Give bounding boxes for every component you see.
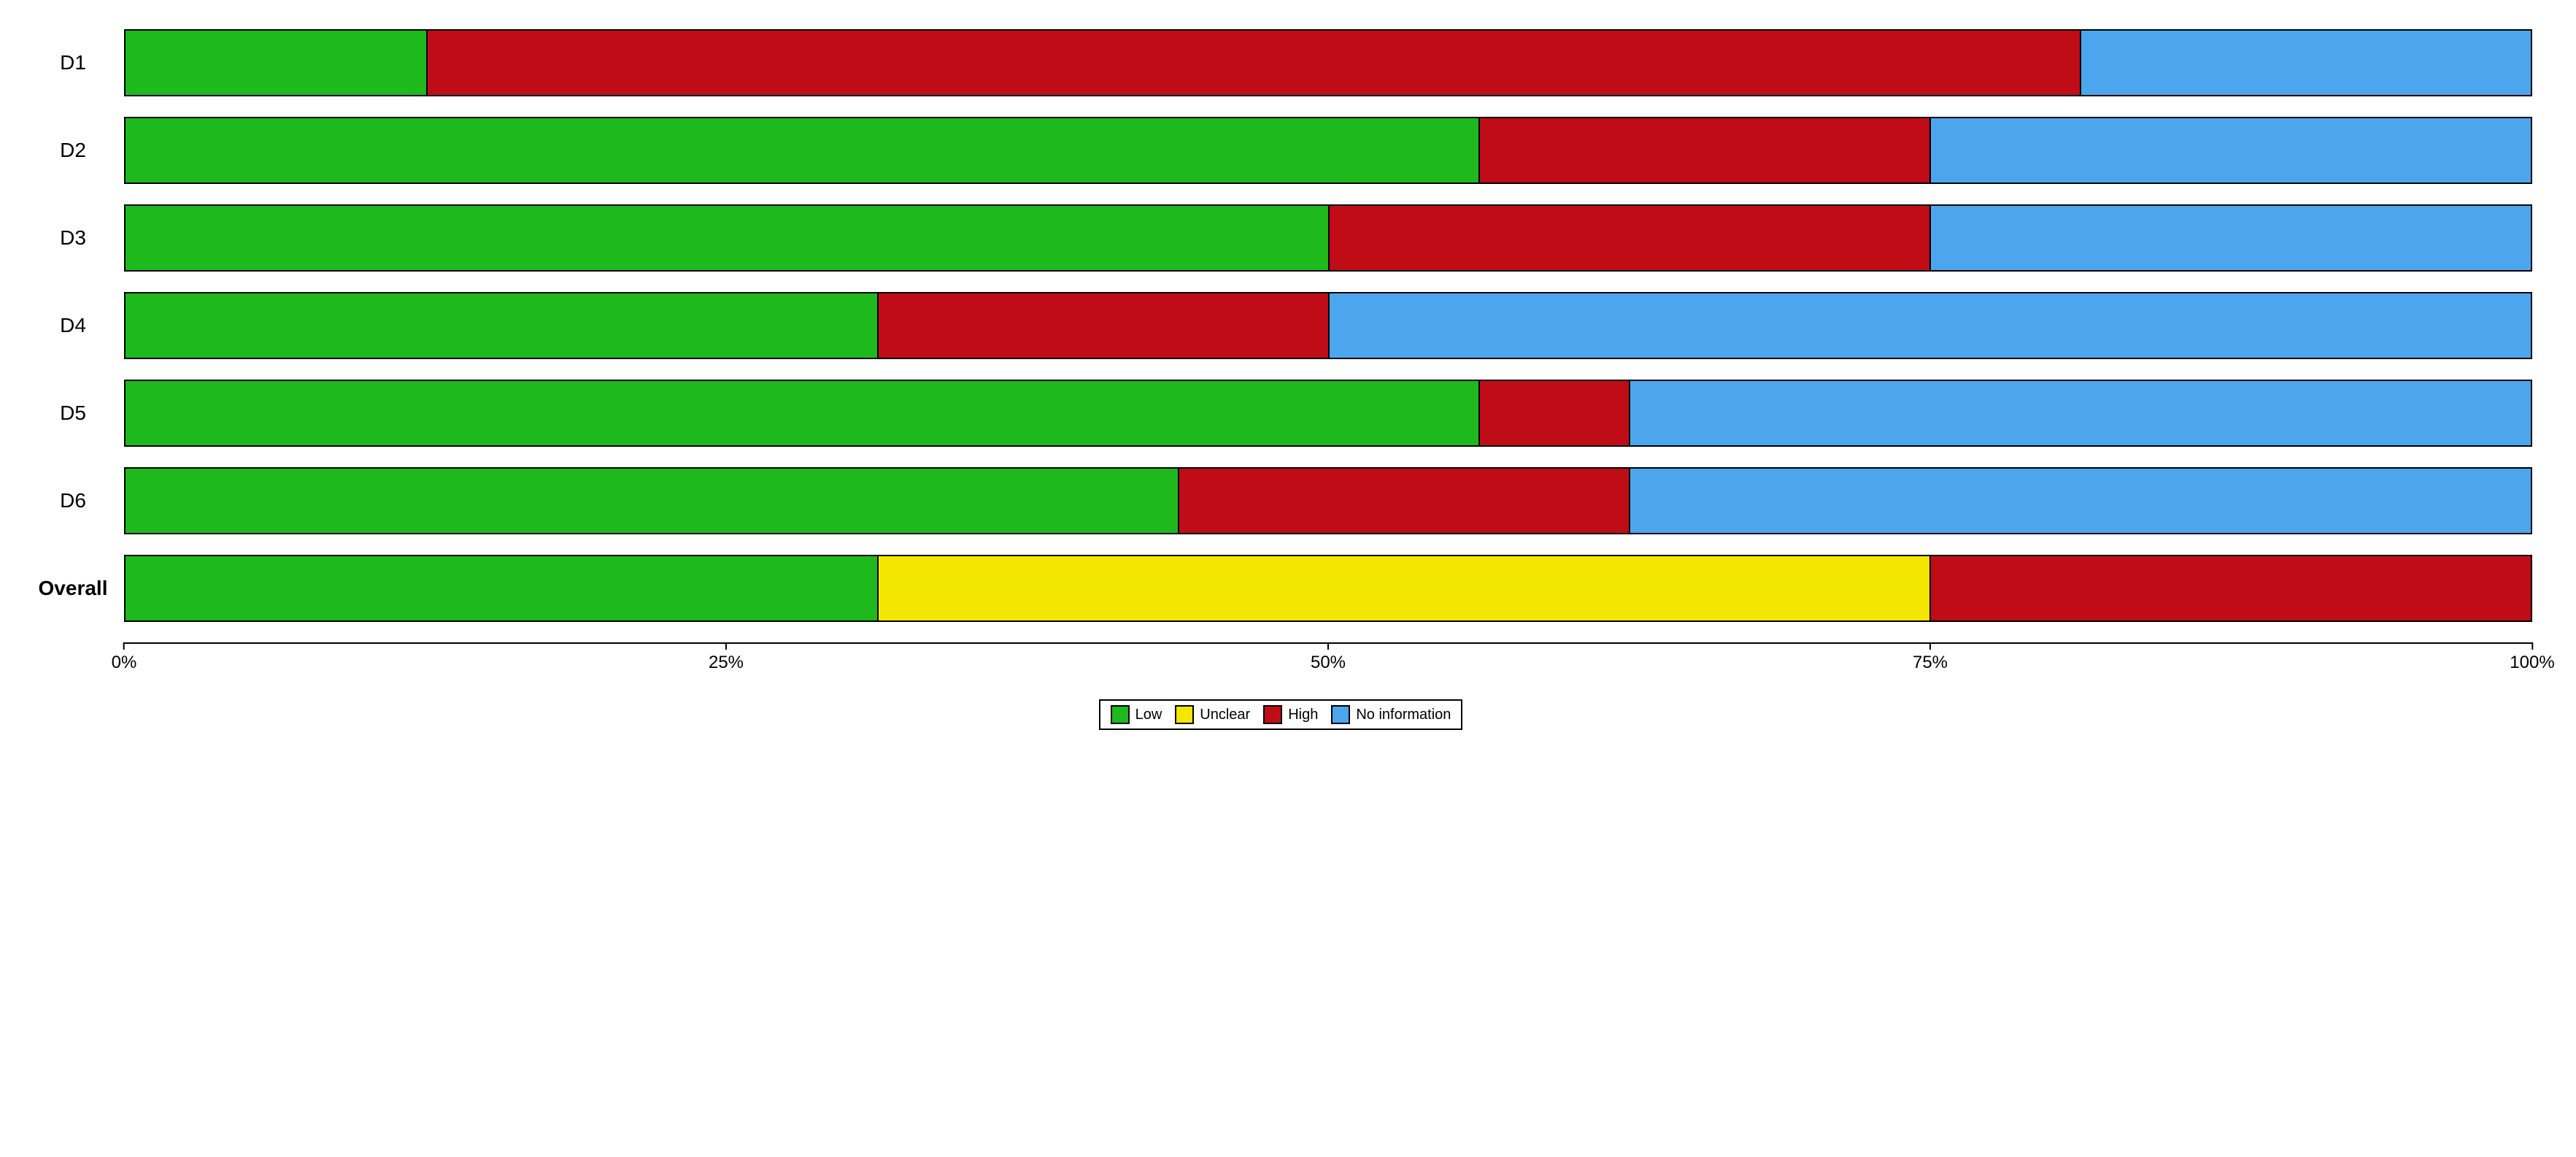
tick-mark <box>123 642 125 650</box>
bar-row: D4 <box>29 292 2532 359</box>
legend-item-unclear: Unclear <box>1175 705 1250 724</box>
tick-label: 25% <box>709 653 744 673</box>
bar-segment-noinfo <box>2080 31 2531 95</box>
bar-segment-low <box>126 381 1478 445</box>
tick-mark <box>2531 642 2533 650</box>
bar-segment-noinfo <box>1629 469 2531 533</box>
bar-segment-high <box>1328 206 1929 270</box>
bar-segment-high <box>426 31 2080 95</box>
legend-label: Unclear <box>1200 707 1250 723</box>
legend-box: Low Unclear High No information <box>1099 699 1463 730</box>
bar-segment-noinfo <box>1929 118 2531 182</box>
x-axis: 0%25%50%75%100% <box>124 642 2532 677</box>
bar-segment-low <box>126 31 426 95</box>
row-label: D6 <box>29 489 124 512</box>
row-label: D2 <box>29 139 124 162</box>
stacked-bar <box>124 292 2532 359</box>
legend-swatch <box>1175 705 1194 724</box>
bar-segment-high <box>877 293 1328 358</box>
bar-segment-high <box>1178 469 1629 533</box>
bar-segment-noinfo <box>1929 206 2531 270</box>
legend-item-low: Low <box>1111 705 1162 724</box>
stacked-bar <box>124 380 2532 447</box>
legend-swatch <box>1111 705 1130 724</box>
tick-mark <box>1327 642 1329 650</box>
bar-row: D2 <box>29 117 2532 184</box>
legend-item-noinfo: No information <box>1331 705 1451 724</box>
row-label: D5 <box>29 401 124 425</box>
bar-segment-low <box>126 206 1328 270</box>
legend-label: No information <box>1356 707 1451 723</box>
x-axis-tick: 100% <box>2510 642 2554 673</box>
stacked-bar <box>124 204 2532 272</box>
bar-segment-noinfo <box>1629 381 2531 445</box>
tick-label: 75% <box>1913 653 1948 673</box>
tick-mark <box>1929 642 1931 650</box>
legend-swatch <box>1263 705 1282 724</box>
tick-label: 0% <box>112 653 137 673</box>
bar-segment-high <box>1929 556 2531 620</box>
x-axis-tick: 50% <box>1311 642 1346 673</box>
bar-segment-unclear <box>877 556 1929 620</box>
legend: Low Unclear High No information <box>29 699 2532 730</box>
tick-label: 50% <box>1311 653 1346 673</box>
bar-segment-low <box>126 469 1178 533</box>
legend-item-high: High <box>1263 705 1318 724</box>
tick-mark <box>725 642 727 650</box>
risk-of-bias-chart: D1 D2 D3 D4 D5 D6 Overall 0% 25% 50% 75% 100% Low U… <box>0 0 2576 759</box>
bar-row: Overall <box>29 555 2532 622</box>
x-axis-area: 0%25%50%75%100% <box>29 642 2532 677</box>
bar-rows-container: D1 D2 D3 D4 D5 D6 Overall <box>29 29 2532 622</box>
row-label: Overall <box>29 577 124 600</box>
bar-segment-noinfo <box>1328 293 2531 358</box>
stacked-bar <box>124 117 2532 184</box>
x-axis-tick: 25% <box>709 642 744 673</box>
legend-label: High <box>1288 707 1318 723</box>
row-label: D3 <box>29 226 124 250</box>
stacked-bar <box>124 29 2532 96</box>
legend-swatch <box>1331 705 1350 724</box>
bar-segment-low <box>126 556 877 620</box>
bar-segment-high <box>1478 381 1629 445</box>
bar-segment-low <box>126 118 1478 182</box>
bar-row: D6 <box>29 467 2532 534</box>
tick-label: 100% <box>2510 653 2554 673</box>
x-axis-tick: 0% <box>112 642 137 673</box>
x-axis-tick: 75% <box>1913 642 1948 673</box>
bar-segment-high <box>1478 118 1929 182</box>
bar-row: D5 <box>29 380 2532 447</box>
row-label: D4 <box>29 314 124 337</box>
axis-spacer <box>29 642 124 677</box>
legend-label: Low <box>1135 707 1162 723</box>
bar-row: D3 <box>29 204 2532 272</box>
bar-row: D1 <box>29 29 2532 96</box>
stacked-bar <box>124 555 2532 622</box>
row-label: D1 <box>29 51 124 74</box>
bar-segment-low <box>126 293 877 358</box>
stacked-bar <box>124 467 2532 534</box>
